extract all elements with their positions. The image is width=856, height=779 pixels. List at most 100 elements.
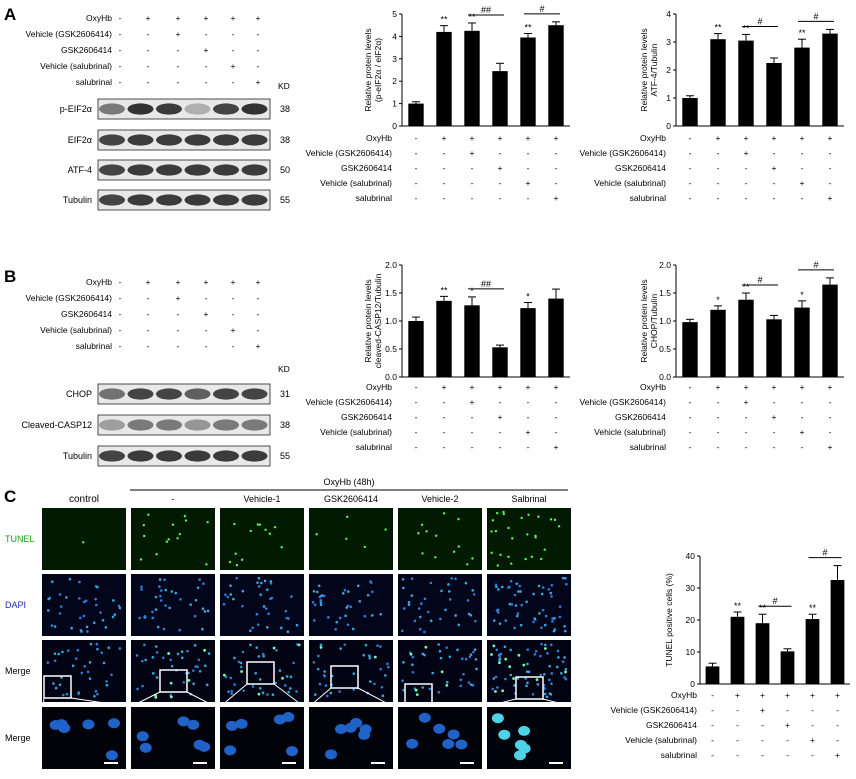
merge-dot: [373, 655, 377, 659]
blot-a-band: [213, 164, 239, 176]
dapi-dot: [341, 592, 345, 595]
dapi-dot: [257, 585, 261, 588]
micro-image: [398, 707, 482, 769]
micro-image: [220, 508, 304, 570]
chart-y-axis-label: Relative protein levels: [639, 28, 649, 111]
dapi-dot: [543, 623, 547, 627]
blot-a-band: [184, 134, 211, 146]
dapi-dot: [532, 592, 535, 596]
chart-significance-star: **: [742, 282, 750, 292]
dapi-dot: [564, 677, 568, 681]
blot-b-band-label: Cleaved-CASP12: [21, 420, 92, 430]
micro-image: [220, 574, 304, 636]
dapi-dot: [198, 669, 202, 673]
chart-bar: [822, 33, 838, 126]
dapi-dot: [279, 626, 283, 630]
tunel-dot: [435, 534, 438, 537]
dapi-dot: [564, 576, 567, 580]
dapi-dot: [162, 627, 166, 631]
tunel-dot: [534, 536, 537, 539]
dapi-dot: [461, 657, 464, 661]
dapi-dot: [514, 604, 518, 607]
dapi-dot: [77, 692, 80, 696]
dapi-dot: [164, 588, 168, 592]
blot-b-design-sign: -: [147, 309, 150, 319]
chart-design-sign: -: [773, 397, 776, 407]
zoom-nucleus: [491, 713, 504, 724]
dapi-dot: [549, 643, 553, 647]
dapi-dot: [322, 594, 326, 598]
tunel-dot: [184, 519, 188, 522]
chart-bar: [520, 37, 536, 126]
blot-b-band: [156, 388, 182, 400]
dapi-dot: [111, 615, 115, 619]
blot-a-design-sign: -: [257, 29, 260, 39]
dapi-dot: [495, 585, 498, 589]
chart-design-sign: -: [443, 412, 446, 422]
zoom-nucleus: [418, 712, 431, 723]
dapi-dot: [237, 660, 241, 664]
blot-a-kd-value: 38: [280, 104, 290, 114]
blot-a-design-sign: -: [257, 61, 260, 71]
chart-design-sign: -: [711, 705, 714, 715]
dapi-dot: [50, 624, 54, 627]
merge-dot: [535, 678, 539, 682]
zoom-nucleus: [344, 722, 357, 733]
dapi-dot: [532, 620, 535, 624]
zoom-nucleus: [518, 725, 531, 736]
dapi-dot: [155, 651, 159, 654]
dapi-dot: [95, 642, 99, 646]
chart-y-tick-label: 2: [666, 65, 671, 75]
dapi-dot: [117, 604, 121, 608]
blot-b-design-sign: -: [177, 325, 180, 335]
chart-y-tick-label: 1.0: [659, 316, 671, 326]
dapi-dot: [524, 677, 527, 680]
dapi-dot: [379, 612, 382, 616]
dapi-dot: [503, 645, 507, 649]
chart-design-sign: -: [836, 720, 839, 730]
dapi-dot: [376, 644, 379, 647]
dapi-dot: [136, 687, 139, 691]
dapi-dot: [194, 665, 197, 668]
dapi-dot: [316, 667, 320, 671]
blot-a-design-sign: -: [205, 29, 208, 39]
dapi-dot: [206, 609, 210, 613]
dapi-dot: [411, 655, 415, 659]
chart-significance-star: **: [440, 285, 448, 295]
dapi-dot: [159, 599, 163, 602]
dapi-dot: [99, 611, 102, 614]
tunel-dot: [457, 517, 460, 521]
chart-bar: [492, 71, 508, 126]
blot-a-band: [156, 194, 182, 206]
chart-y-tick-label: 30: [686, 583, 696, 593]
dapi-dot: [96, 692, 99, 696]
tunel-dot: [264, 528, 267, 532]
dapi-dot: [352, 672, 356, 675]
chart-y-tick-label: 3: [666, 37, 671, 47]
chart-y-tick-label: 20: [686, 615, 696, 625]
blot-b-band: [241, 419, 268, 431]
chart-design-sign: -: [443, 193, 446, 203]
blot-a-band-label: p-EIF2α: [60, 104, 92, 114]
blot-a-band: [99, 134, 125, 146]
dapi-dot: [60, 676, 63, 679]
chart-design-sign: +: [785, 720, 790, 730]
dapi-dot: [540, 626, 543, 629]
blot-b-design-sign: -: [119, 277, 122, 287]
dapi-dot: [270, 596, 274, 600]
blot-a-band: [127, 194, 154, 206]
chart-design-sign: +: [442, 382, 447, 392]
dapi-dot: [66, 649, 70, 652]
blot-a-design-sign: -: [205, 77, 208, 87]
blot-a-treatment-label: GSK2606414: [61, 45, 112, 55]
zoom-nucleus: [235, 718, 248, 729]
chart-design-sign: +: [744, 382, 749, 392]
dapi-dot: [413, 619, 417, 623]
blot-b-design-sign: +: [204, 309, 209, 319]
chart-design-sign: +: [828, 193, 833, 203]
merge-dot: [492, 644, 496, 648]
dapi-dot: [428, 687, 432, 691]
tunel-dot: [457, 545, 461, 548]
blot-a-design-sign: -: [147, 61, 150, 71]
blot-b-band: [99, 419, 125, 431]
